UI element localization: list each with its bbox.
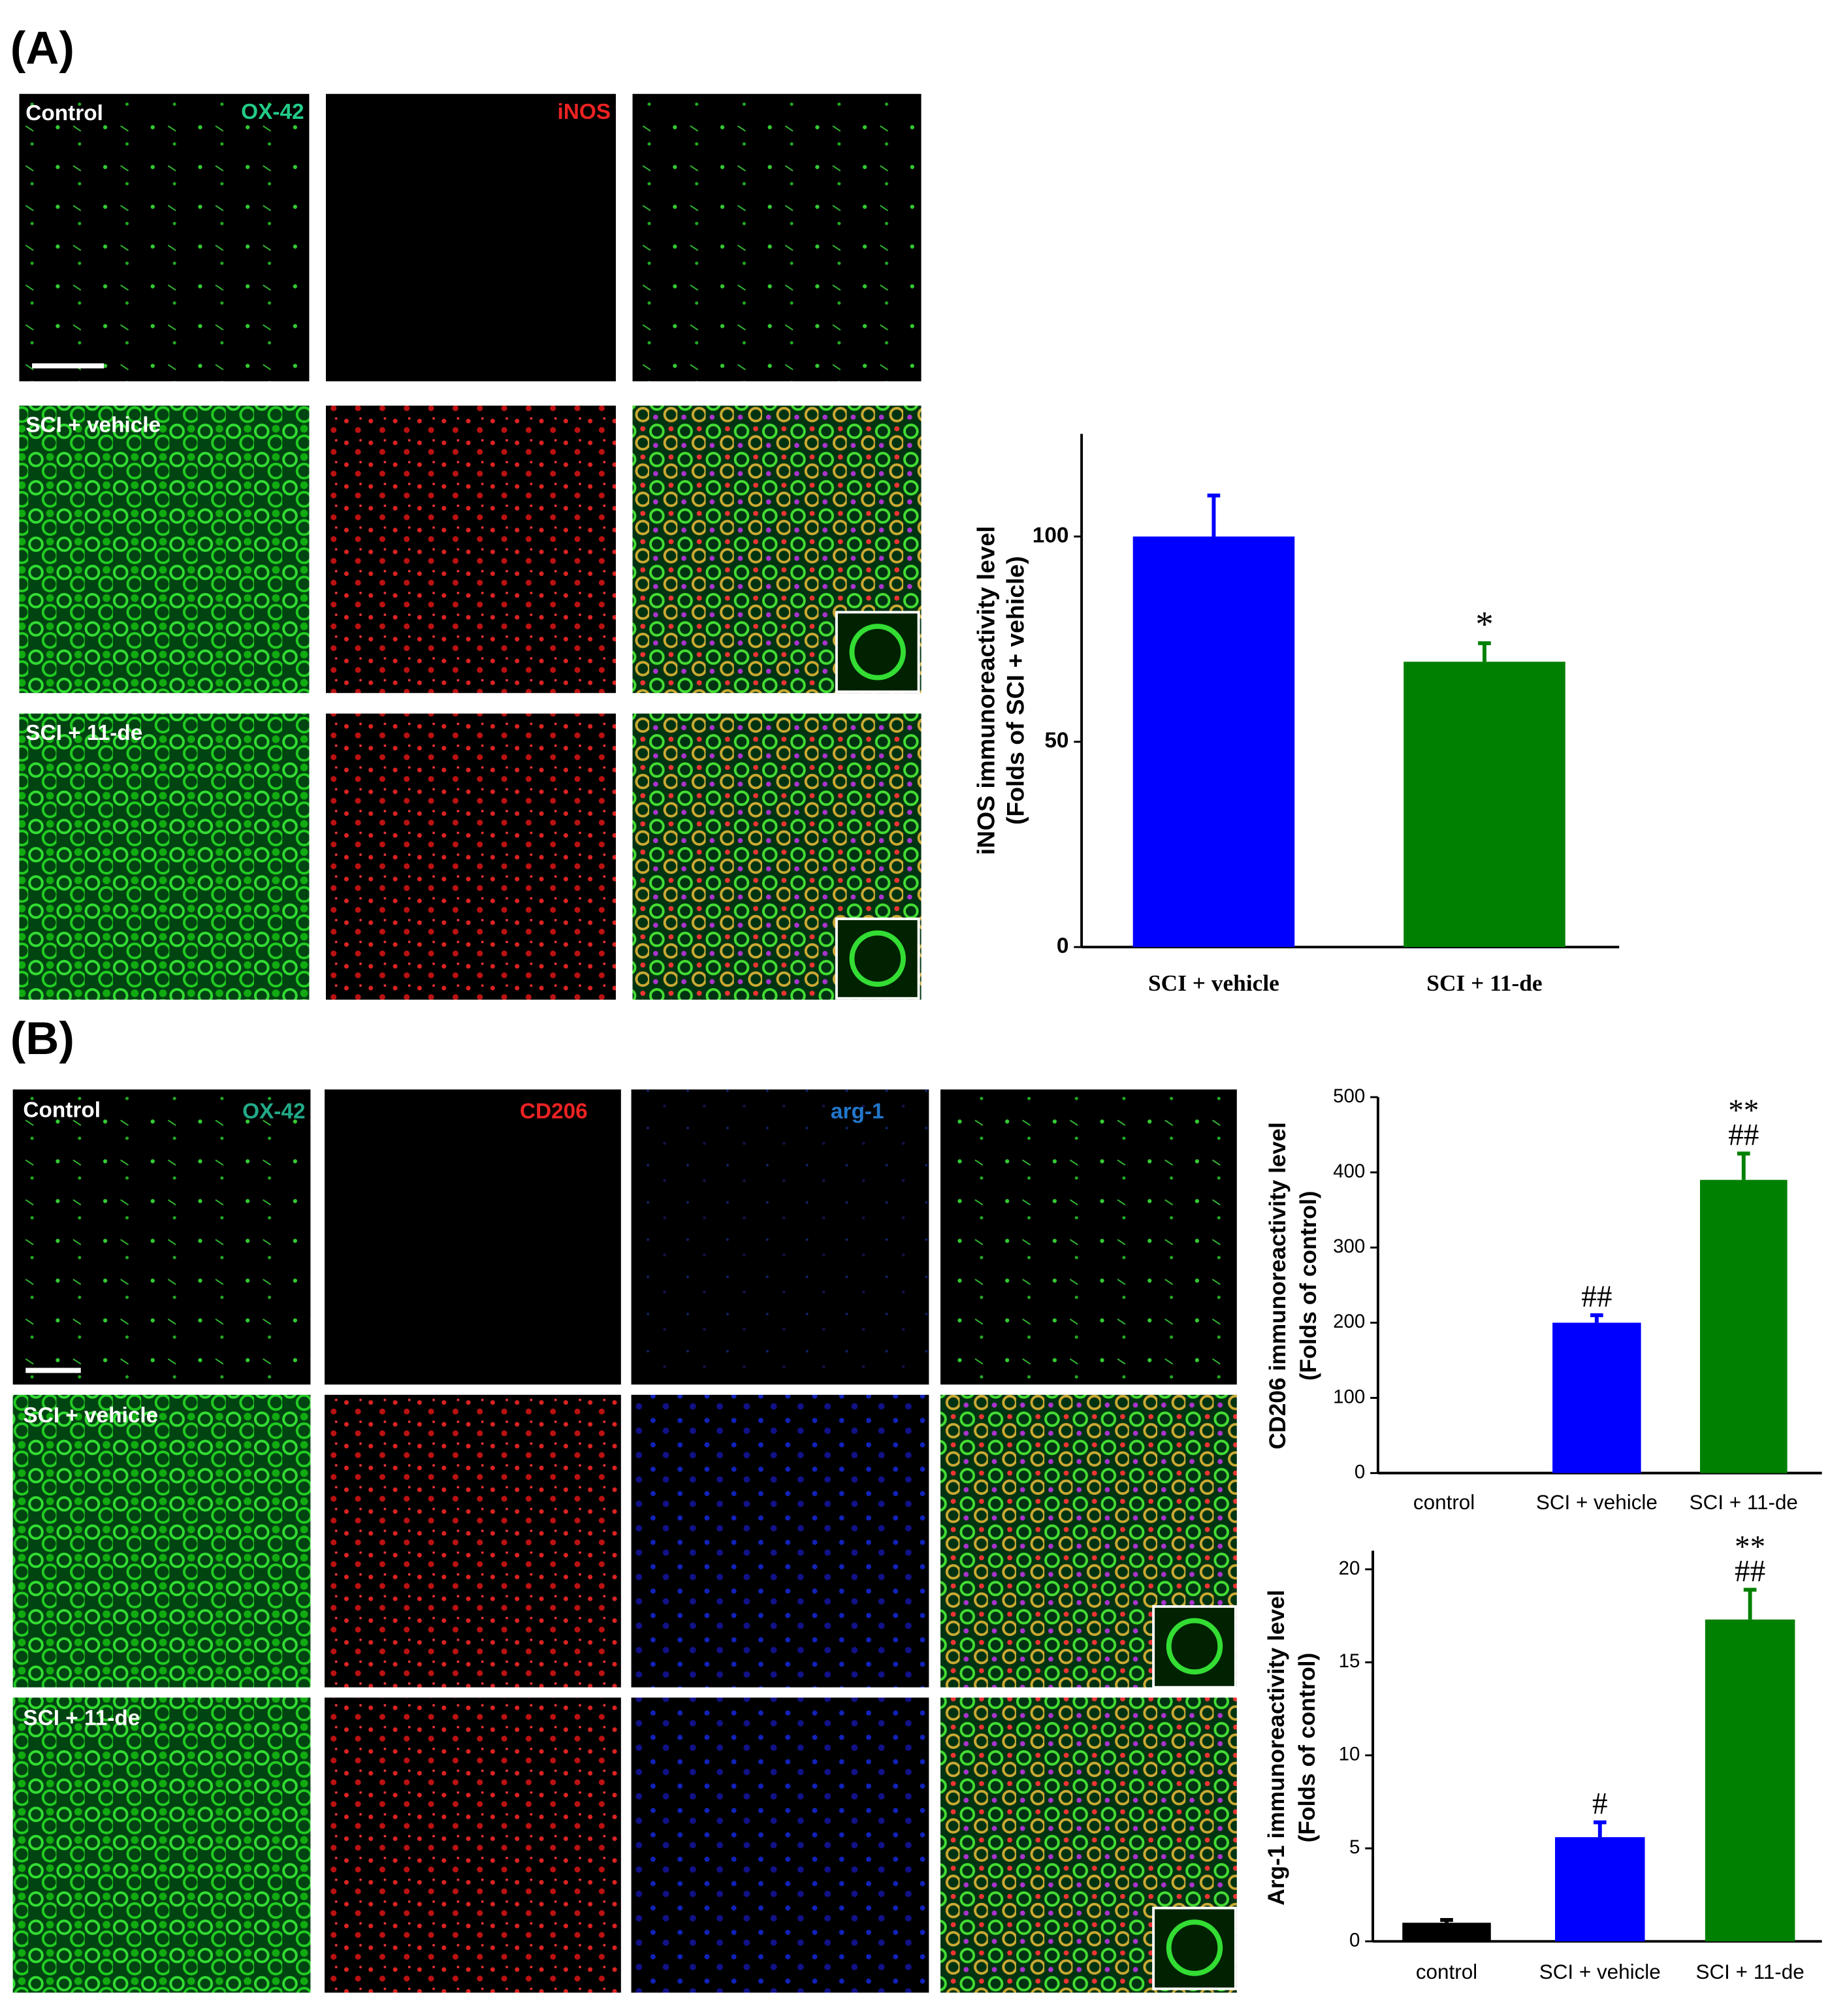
y-tick-label: 500: [1333, 1085, 1365, 1107]
y-axis-label: (Folds of SCI + vehicle): [1002, 556, 1029, 825]
inset-cell: [1166, 1919, 1223, 1976]
error-bar: [1478, 641, 1491, 662]
row-label: Control: [23, 1098, 101, 1122]
inset-cell: [849, 930, 906, 987]
significance-label: ##: [1581, 1280, 1612, 1314]
y-tick-label: 0: [1349, 1929, 1360, 1951]
error-bar: [1737, 1151, 1750, 1180]
micrograph: [19, 406, 310, 694]
y-tick-label: 400: [1333, 1160, 1365, 1182]
x-tick-label: SCI + vehicle: [1148, 970, 1279, 996]
error-bar: [1593, 1820, 1607, 1838]
bar: [1705, 1619, 1795, 1942]
bar-chart: 0 50 100 iNOS immunoreactivity level (Folds …: [972, 434, 1620, 996]
micrograph: [325, 1089, 621, 1385]
x-tick-label: SCI + vehicle: [1536, 1491, 1658, 1514]
bar: [1700, 1179, 1788, 1473]
y-axis-label: Arg-1 immunoreactivity level: [1264, 1590, 1289, 1905]
bar: [1555, 1837, 1645, 1942]
micrograph: [632, 93, 922, 381]
micrograph: [19, 93, 310, 381]
inset-cell: [1166, 1618, 1223, 1675]
channel-label: OX-42: [242, 1099, 305, 1123]
significance-label: ##: [1735, 1555, 1765, 1589]
error-bar: [1590, 1313, 1603, 1323]
y-tick-label: 100: [1033, 523, 1069, 547]
x-tick-label: SCI + 11-de: [1696, 1960, 1805, 1983]
bar-chart: 0 5 10 15 20 Arg-1 immunoreactivity level (Fol…: [1264, 1530, 1822, 1983]
y-tick-label: 100: [1333, 1386, 1365, 1407]
channel-label: CD206: [520, 1099, 588, 1123]
micrograph: [325, 713, 616, 1000]
error-bar: [1207, 493, 1221, 537]
significance-label: ##: [1728, 1119, 1759, 1153]
row-label: SCI + vehicle: [25, 413, 161, 437]
micrograph: [940, 1089, 1237, 1385]
y-axis-label: iNOS immunoreactivity level: [972, 526, 1000, 855]
micrograph: [325, 1394, 621, 1688]
significance-label: #: [1592, 1787, 1608, 1821]
x-tick-label: SCI + 11-de: [1426, 970, 1542, 996]
x-tick-label: SCI + vehicle: [1539, 1960, 1661, 1983]
inset-cell: [849, 624, 906, 680]
micrograph: [12, 1089, 311, 1385]
micrograph: [325, 93, 616, 381]
micrograph: [631, 1697, 929, 1993]
x-tick-label: SCI + 11-de: [1690, 1491, 1798, 1514]
micrograph: [19, 713, 310, 1000]
bar-chart: 0 100 200 300 400 500 CD206 immunoreactivity l…: [1265, 1085, 1822, 1514]
micrograph: [325, 1697, 621, 1993]
row-label: SCI + vehicle: [23, 1403, 158, 1428]
y-axis-label: (Folds of control): [1296, 1191, 1321, 1381]
micrograph: [12, 1394, 311, 1688]
row-label: SCI + 11-de: [25, 721, 142, 745]
y-axis-label: CD206 immunoreactivity level: [1265, 1122, 1291, 1449]
bar: [1552, 1322, 1641, 1473]
micrograph: [631, 1394, 929, 1688]
significance-label: *: [1475, 604, 1494, 644]
micrograph: [12, 1697, 311, 1993]
row-label: Control: [25, 101, 103, 125]
bar: [1404, 662, 1565, 948]
y-tick-label: 50: [1044, 729, 1068, 753]
x-tick-label: control: [1413, 1491, 1475, 1514]
error-bar: [1743, 1588, 1757, 1620]
y-tick-label: 5: [1349, 1836, 1360, 1858]
bar: [1402, 1923, 1491, 1942]
channel-label: OX-42: [241, 100, 304, 124]
y-tick-label: 20: [1339, 1558, 1360, 1579]
error-bar: [1440, 1917, 1453, 1923]
significance-label: **: [1735, 1530, 1765, 1564]
y-tick-label: 15: [1339, 1650, 1360, 1672]
y-tick-label: 200: [1333, 1311, 1365, 1332]
channel-label: iNOS: [558, 100, 611, 124]
panel-label: (A): [10, 22, 74, 74]
y-tick-label: 10: [1339, 1744, 1360, 1765]
micrograph: [325, 406, 616, 694]
y-tick-label: 0: [1355, 1461, 1365, 1482]
y-tick-label: 0: [1057, 934, 1069, 958]
micrograph: [631, 1089, 929, 1385]
channel-label: arg-1: [831, 1099, 884, 1123]
row-label: SCI + 11-de: [23, 1706, 140, 1731]
y-axis-label: (Folds of control): [1294, 1653, 1320, 1843]
bar: [1132, 536, 1295, 948]
x-tick-label: control: [1416, 1960, 1477, 1983]
panel-label: (B): [10, 1012, 74, 1064]
y-tick-label: 300: [1333, 1236, 1365, 1257]
significance-label: **: [1728, 1094, 1759, 1128]
